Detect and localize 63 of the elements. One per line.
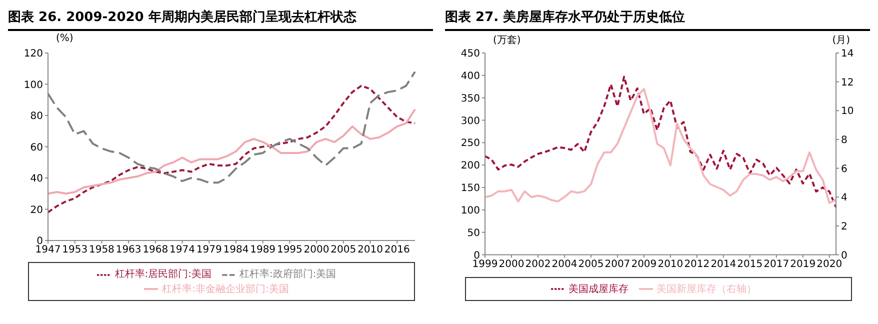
x-tick-label: 2007 — [604, 258, 630, 270]
x-tick-label: 2019 — [790, 258, 816, 270]
legend-label: 杠杆率:非金融企业部门:美国 — [162, 284, 289, 295]
x-tick-label: 2010 — [658, 258, 684, 270]
legend-label: 美国成屋库存 — [568, 284, 628, 295]
y-tick-label: 120 — [24, 48, 43, 60]
line-series — [47, 84, 416, 214]
y2-tick-label: 2 — [841, 221, 848, 232]
x-tick-label: 1979 — [196, 244, 222, 256]
y2-tick-label: 12 — [841, 77, 854, 88]
chart-title: 图表 27. 美房屋库存水平仍处于历史低位 — [445, 8, 870, 31]
chart-title: 图表 26. 2009-2020 年周期内美居民部门呈现去杠杆状态 — [8, 8, 433, 31]
x-tick-label: 1999 — [472, 258, 498, 270]
y-tick-label: 250 — [460, 138, 480, 150]
x-tick-label: 1974 — [170, 244, 195, 256]
y2-tick-label: 4 — [841, 192, 848, 204]
y2-tick-label: 10 — [841, 106, 854, 118]
y-tick-label: 80 — [30, 111, 43, 122]
y-tick-label: 300 — [460, 116, 480, 127]
y-tick-label: 20 — [30, 204, 43, 216]
y-tick-label: 40 — [30, 174, 43, 185]
y-tick-label: 350 — [460, 93, 480, 104]
x-tick-label: 1968 — [142, 244, 168, 256]
x-tick-label: 1989 — [250, 244, 276, 256]
legend-label: 美国新屋库存（右轴） — [656, 284, 756, 295]
x-tick-label: 2012 — [684, 258, 710, 270]
y-tick-label: 100 — [24, 80, 43, 91]
x-tick-label: 2005 — [578, 258, 604, 270]
y-tick-label: 450 — [460, 48, 480, 60]
y2-axis-title: (月) — [832, 34, 850, 47]
x-tick-label: 2009 — [631, 258, 657, 270]
line-series — [47, 108, 416, 195]
x-tick-label: 1953 — [62, 244, 88, 256]
x-tick-label: 2020 — [816, 258, 842, 270]
x-tick-label: 1958 — [88, 244, 114, 256]
x-tick-label: 2017 — [764, 258, 790, 270]
x-tick-label: 2005 — [330, 244, 356, 256]
y-tick-label: 100 — [460, 205, 480, 216]
x-tick-label: 2016 — [384, 244, 410, 256]
x-tick-label: 1984 — [223, 244, 249, 256]
x-tick-label: 2015 — [737, 258, 763, 270]
y-axis-title: (%) — [56, 33, 74, 44]
x-tick-label: 2004 — [552, 258, 578, 270]
y-tick-label: 150 — [460, 183, 480, 194]
y2-tick-label: 14 — [841, 48, 854, 60]
x-tick-label: 2014 — [710, 258, 736, 270]
y-tick-label: 50 — [467, 228, 480, 239]
x-tick-label: 2010 — [358, 244, 383, 256]
y2-tick-label: 8 — [841, 135, 848, 146]
x-tick-label: 2000 — [304, 244, 330, 256]
x-tick-label: 1947 — [35, 244, 61, 256]
y-axis-title: (万套) — [493, 34, 521, 47]
x-tick-label: 1995 — [276, 244, 302, 256]
y-tick-label: 200 — [460, 160, 480, 172]
legend-label: 杠杆率:居民部门:美国 — [114, 269, 212, 280]
y-tick-label: 60 — [30, 142, 43, 154]
legend-label: 杠杆率:政府部门:美国 — [240, 269, 336, 280]
x-tick-label: 2002 — [525, 258, 551, 270]
y-tick-label: 400 — [460, 70, 480, 82]
x-tick-label: 2000 — [498, 258, 524, 270]
y2-tick-label: 6 — [841, 164, 848, 175]
y2-tick-label: 0 — [841, 250, 848, 262]
x-tick-label: 1963 — [116, 244, 142, 256]
